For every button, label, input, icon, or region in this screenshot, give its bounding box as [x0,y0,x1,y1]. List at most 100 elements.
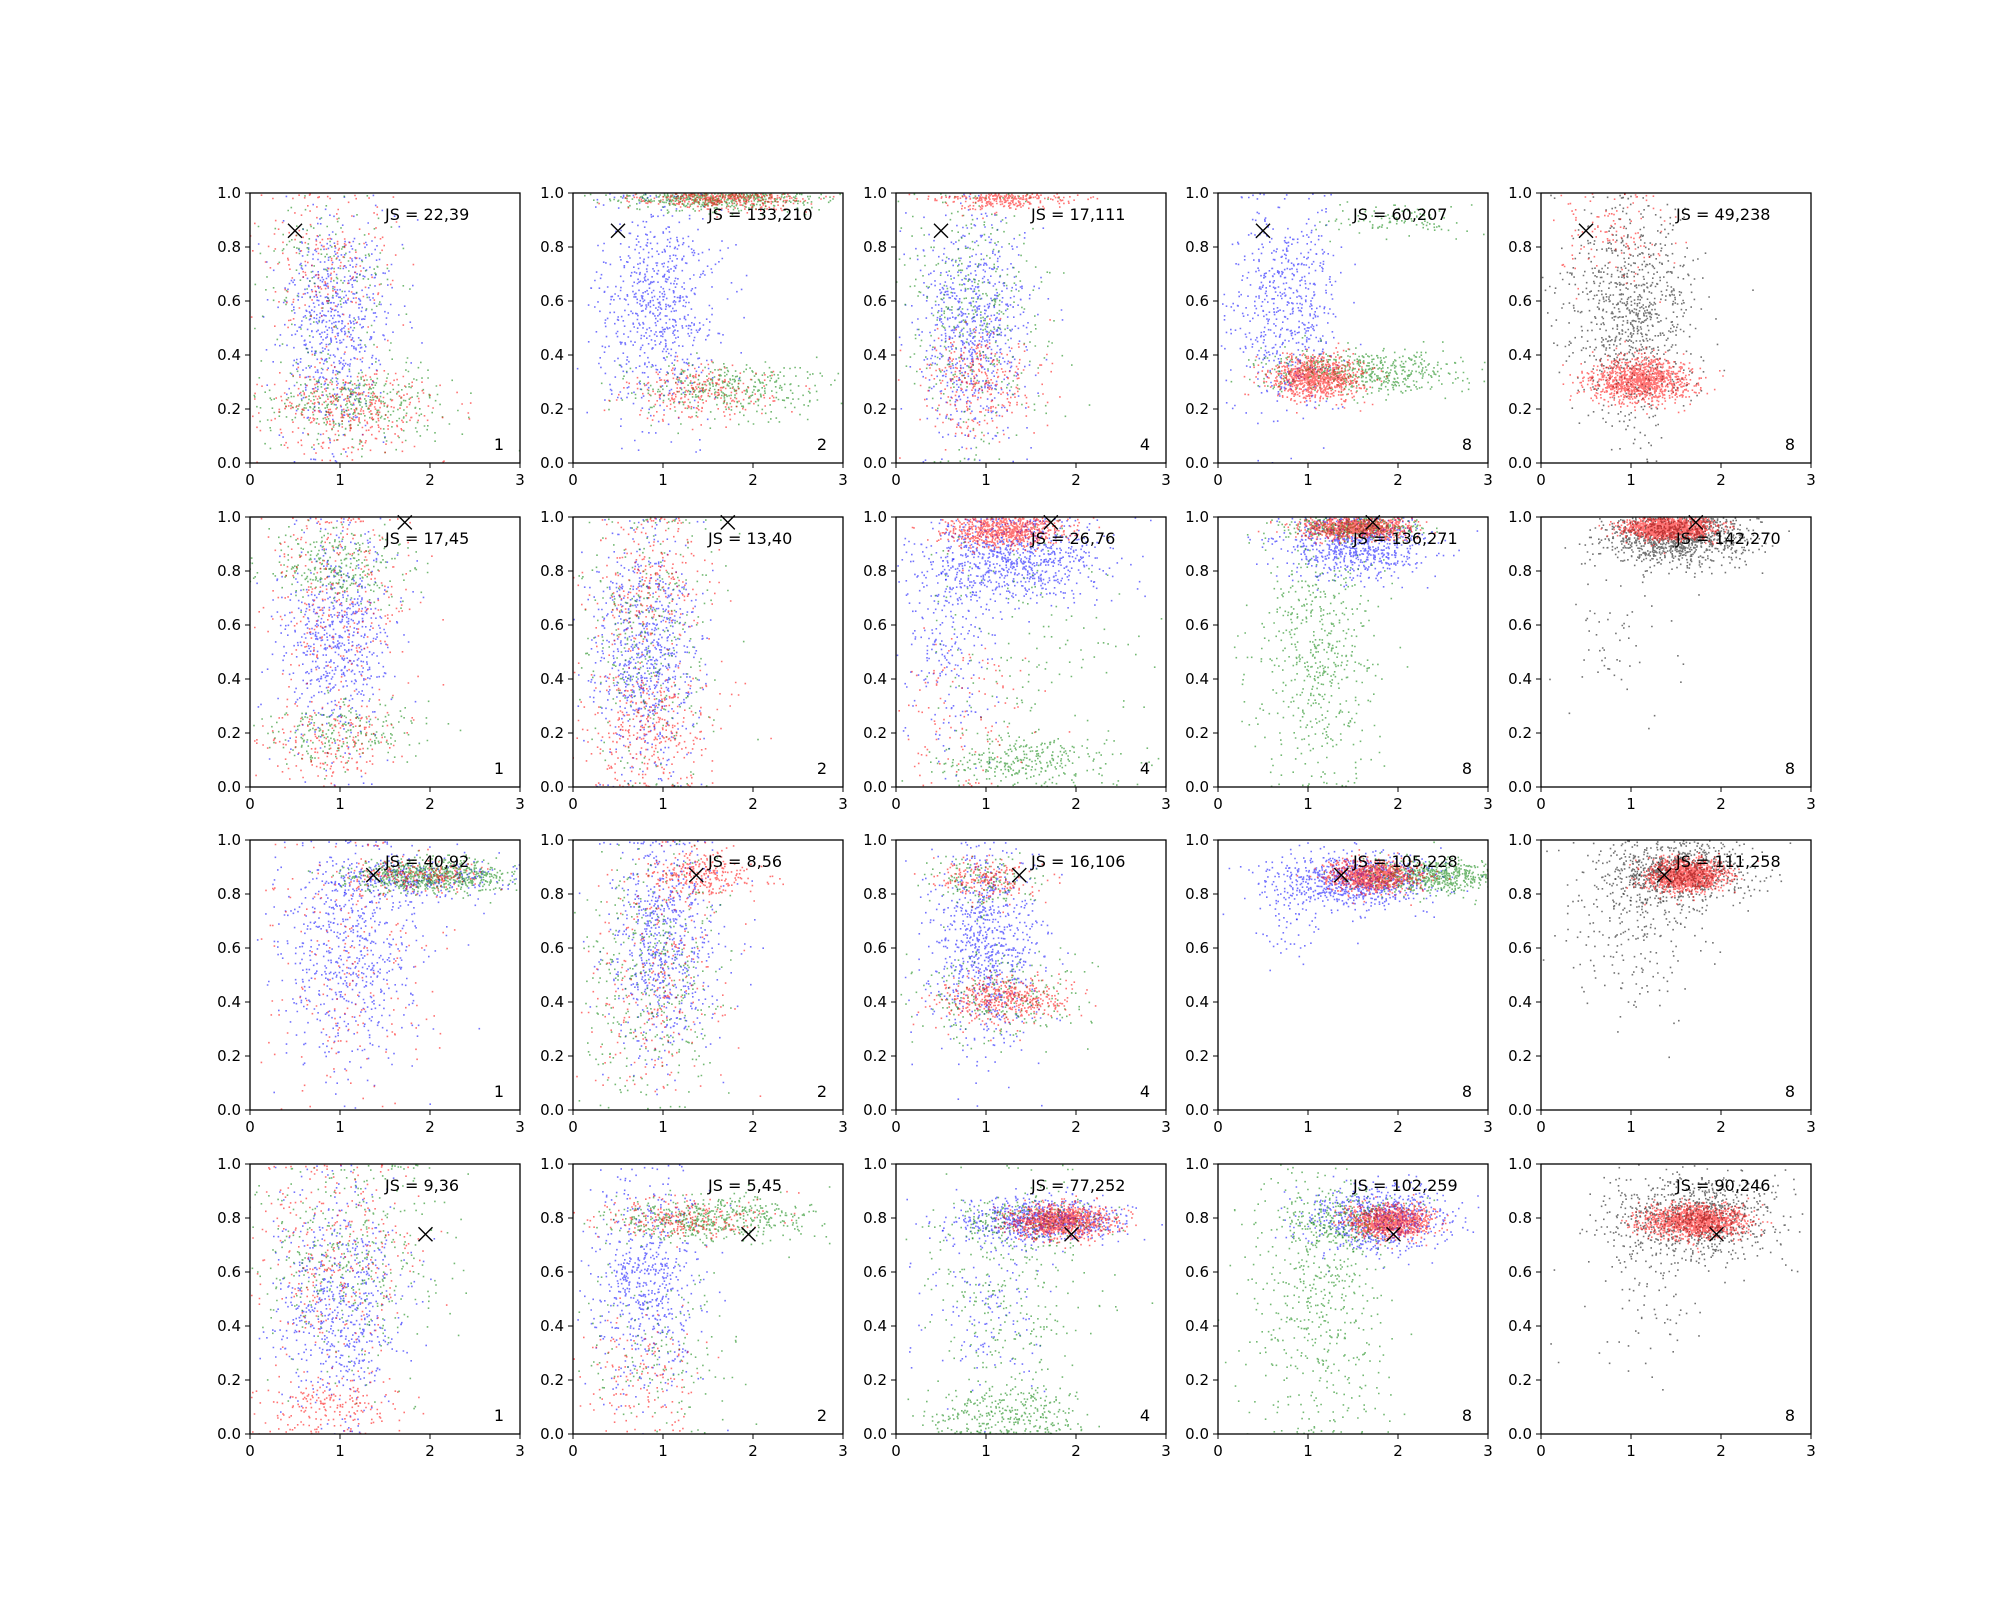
x-tick-label: 0 [1536,1442,1546,1460]
corner-label: 8 [1462,435,1472,454]
scatter-cluster-red [597,841,784,909]
y-tick-label: 0.6 [540,616,564,634]
y-tick-label: 0.4 [1185,993,1209,1011]
x-tick-label: 3 [1161,1118,1171,1136]
y-tick-label: 0.6 [1508,616,1532,634]
scatter-cluster-red [317,849,503,898]
y-tick-label: 0.4 [1508,1317,1532,1335]
y-tick-label: 0.2 [217,400,241,418]
y-tick-label: 0.6 [1185,616,1209,634]
js-annotation: JS = 40,92 [384,852,469,871]
axes-frame [1540,192,1812,464]
y-tick-label: 0.2 [540,400,564,418]
corner-label: 8 [1462,759,1472,778]
x-marker [610,223,626,239]
js-annotation: JS = 22,39 [384,205,469,224]
scatter-points [573,193,843,453]
corner-label: 2 [817,435,827,454]
y-tick-label: 0.2 [217,1047,241,1065]
y-tick-label: 0.4 [863,993,887,1011]
axes-frame [1217,516,1489,788]
scatter-points [1220,193,1486,463]
corner-label: 8 [1785,435,1795,454]
scatter-cluster-red [1257,517,1436,545]
x-tick-label: 1 [658,795,668,813]
y-tick-label: 0.4 [217,1317,241,1335]
y-tick-label: 0.0 [1508,1101,1532,1119]
y-tick-label: 0.0 [1508,1425,1532,1443]
x-tick-label: 2 [425,795,435,813]
x-marker [741,1226,756,1242]
scatter-points [250,193,520,463]
y-tick-label: 0.4 [1508,346,1532,364]
y-tick-label: 0.4 [863,670,887,688]
y-tick-label: 0.2 [1508,1047,1532,1065]
x-tick-label: 0 [1213,1442,1223,1460]
corner-label: 4 [1140,759,1150,778]
y-tick-label: 0.8 [1185,885,1209,903]
axes-frame [1217,192,1489,464]
y-tick-label: 0.0 [1185,778,1209,796]
y-tick-label: 1.0 [1185,184,1209,202]
x-tick-label: 2 [1393,471,1403,489]
y-tick-label: 0.6 [1185,1263,1209,1281]
x-marker [1255,223,1271,239]
y-tick-label: 0.0 [540,778,564,796]
scatter-points [250,1164,469,1434]
axes-frame [895,839,1167,1111]
scatter-cluster-blue [578,840,764,1096]
x-tick-label: 1 [658,471,668,489]
y-tick-label: 0.6 [863,292,887,310]
scatter-panel: 0 1 2 3 0.0 0.2 0.4 0.6 0.8 1.0 JS = 105,228 8 [1185,831,1493,1136]
x-tick-label: 1 [1303,1442,1313,1460]
x-tick-label: 2 [1071,471,1081,489]
x-tick-label: 0 [1213,795,1223,813]
x-tick-label: 3 [1806,471,1816,489]
x-tick-label: 2 [748,1442,758,1460]
scatter-cluster-green [307,850,518,904]
js-annotation: JS = 13,40 [707,529,792,548]
y-tick-label: 0.4 [540,993,564,1011]
js-annotation: JS = 105,228 [1352,852,1458,871]
js-annotation: JS = 133,210 [707,205,813,224]
x-tick-label: 2 [1071,1442,1081,1460]
y-tick-label: 0.2 [1508,400,1532,418]
x-tick-label: 2 [1716,795,1726,813]
x-marker [1333,867,1349,883]
y-tick-label: 0.2 [217,724,241,742]
x-tick-label: 2 [1393,1118,1403,1136]
scatter-cluster-red [1333,1194,1449,1250]
scatter-cluster-red [911,517,1101,554]
y-tick-label: 0.0 [217,778,241,796]
x-tick-label: 3 [1161,471,1171,489]
x-tick-label: 1 [1626,471,1636,489]
scatter-cluster-blue [256,840,481,1109]
axes-frame [572,192,844,464]
y-tick-label: 0.8 [540,1209,564,1227]
x-tick-label: 1 [981,471,991,489]
axes-frame [1540,839,1812,1111]
scatter-panel: 0 1 2 30.00.20.40.60.81.0JS = 8,562 [540,831,848,1136]
scatter-panel: 0 1 2 3 0.0 0.2 0.4 0.6 0.8 1.0 JS = 9,36 1 [217,1155,525,1460]
x-tick-label: 2 [1716,1118,1726,1136]
scatter-points [1542,840,1792,1059]
y-tick-label: 0.2 [863,1047,887,1065]
y-tick-label: 0.8 [540,562,564,580]
scatter-panel: 0 1 2 30.00.20.40.60.81.0JS = 13,402 [540,508,848,813]
scatter-panel: 0 1 2 3 0.0 0.2 0.4 0.6 0.8 1.0 JS = 17,45 1 [217,508,525,813]
y-tick-label: 0.8 [863,238,887,256]
x-tick-label: 0 [568,795,578,813]
x-tick-label: 0 [245,1118,255,1136]
axes-frame [1217,839,1489,1111]
scatter-cluster-black [1564,517,1790,596]
x-tick-label: 0 [568,471,578,489]
y-tick-label: 0.0 [863,1425,887,1443]
js-annotation: JS = 17,45 [384,529,469,548]
y-tick-label: 0.2 [1508,1371,1532,1389]
scatter-cluster-red [1243,342,1388,414]
y-tick-label: 0.0 [1185,454,1209,472]
y-tick-label: 0.8 [1508,238,1532,256]
corner-label: 8 [1785,759,1795,778]
